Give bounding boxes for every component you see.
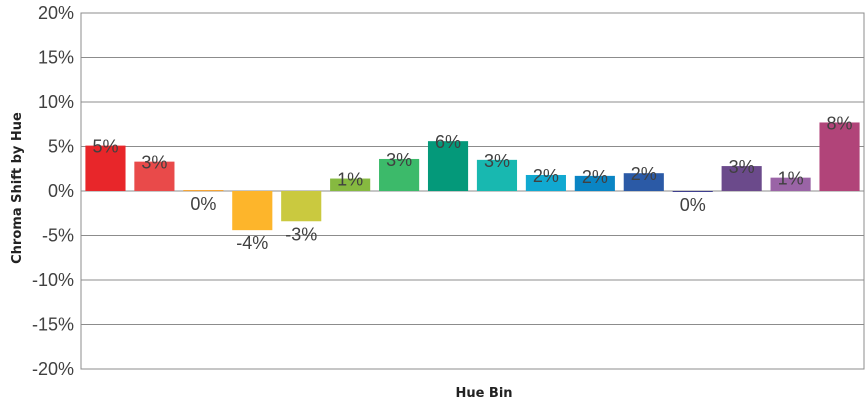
data-label: 2%: [533, 166, 559, 186]
bar: [819, 122, 860, 191]
data-label: 1%: [778, 169, 804, 189]
plot-frame: [80, 12, 865, 370]
bar: [183, 190, 224, 192]
bar: [85, 145, 126, 191]
bar: [476, 159, 518, 191]
bar: [574, 175, 615, 191]
data-label: 2%: [631, 164, 657, 184]
data-label: 0%: [680, 195, 706, 215]
data-label: 8%: [827, 113, 853, 133]
y-tick-label: 0%: [48, 181, 74, 201]
bar: [770, 177, 811, 191]
data-labels: 5% 3% 0% -4% -3% 1% 3% 6% 3% 2% 2% 2% 0% 3% 1% 8%: [92, 113, 852, 253]
data-label: -3%: [285, 224, 317, 244]
bar: [623, 173, 664, 191]
data-label: 6%: [435, 132, 461, 152]
y-tick-label: -15%: [32, 315, 74, 335]
bars: [85, 122, 860, 231]
bar: [232, 191, 273, 231]
y-tick-label: 15%: [38, 48, 74, 68]
y-axis-title: Chroma Shift by Hue: [10, 112, 25, 264]
bar: [379, 158, 420, 191]
y-axis-ticks: 20% 15% 10% 5% 0% -5% -10% -15% -20%: [32, 3, 74, 379]
y-tick-label: 10%: [38, 92, 74, 112]
bar: [721, 166, 762, 191]
y-tick-label: 20%: [38, 3, 74, 23]
y-tick-label: -5%: [42, 226, 74, 246]
data-label: 2%: [582, 167, 608, 187]
bar: [281, 191, 322, 222]
bar: [525, 174, 566, 191]
bar: [134, 161, 175, 191]
bar: [427, 141, 469, 191]
bar: [330, 178, 371, 191]
data-label: 5%: [92, 137, 118, 157]
data-label: -4%: [236, 233, 268, 253]
data-label: 3%: [141, 153, 167, 173]
y-tick-label: -10%: [32, 270, 74, 290]
data-label: 3%: [386, 150, 412, 170]
data-label: 0%: [190, 194, 216, 214]
x-axis-title: Hue Bin: [455, 386, 512, 401]
bar: [672, 191, 713, 192]
data-label: 3%: [729, 157, 755, 177]
y-tick-label: -20%: [32, 359, 74, 379]
y-tick-label: 5%: [48, 137, 74, 157]
data-label: 1%: [337, 170, 363, 190]
data-label: 3%: [484, 151, 510, 171]
